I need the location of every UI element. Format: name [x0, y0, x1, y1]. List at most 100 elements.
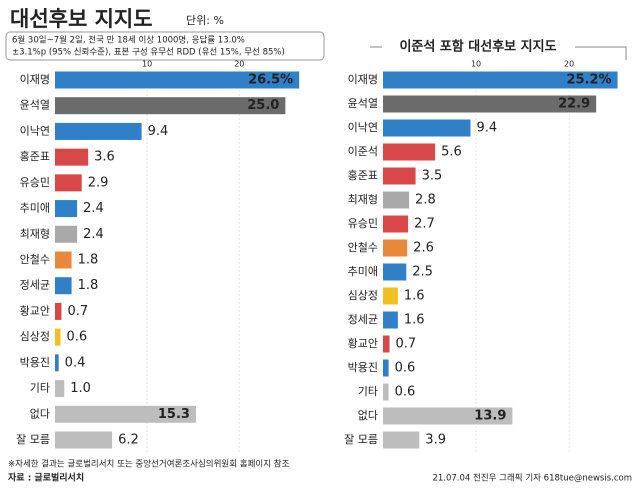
bar	[383, 359, 389, 377]
category-label: 이재명	[348, 73, 378, 86]
value-label: 2.9	[88, 175, 109, 190]
value-label: 9.4	[476, 121, 497, 136]
category-label: 안철수	[20, 253, 50, 266]
value-label: 1.6	[404, 313, 425, 328]
category-label: 없다	[358, 409, 378, 422]
x-tick-label: 10	[142, 60, 152, 69]
title-bracket	[370, 46, 627, 60]
value-label: 0.6	[67, 330, 88, 345]
category-label: 최재형	[20, 227, 50, 240]
bar	[55, 431, 113, 449]
category-label: 없다	[30, 407, 50, 420]
bar	[383, 383, 389, 401]
bar	[383, 335, 390, 353]
bar	[383, 239, 408, 257]
value-label: 1.8	[78, 253, 99, 268]
bar	[383, 263, 407, 281]
category-label: 윤석열	[20, 99, 50, 112]
bar	[55, 380, 65, 398]
category-label: 이재명	[20, 73, 50, 86]
category-label: 유승민	[348, 217, 378, 230]
bar	[55, 174, 82, 192]
category-label: 안철수	[348, 241, 378, 254]
bar	[55, 328, 61, 346]
value-label: 5.6	[441, 145, 462, 160]
category-label: 심상정	[20, 330, 50, 343]
value-label: 25.0	[247, 98, 279, 113]
category-label: 윤석열	[348, 97, 378, 110]
bar	[55, 405, 196, 423]
bar	[55, 277, 72, 295]
bar	[55, 122, 142, 140]
value-label: 0.6	[395, 361, 416, 376]
value-label: 0.7	[67, 304, 88, 319]
x-tick-label: 20	[234, 60, 244, 69]
value-label: 2.5	[412, 265, 433, 280]
category-label: 잘 모름	[344, 433, 378, 446]
category-label: 기타	[358, 385, 378, 398]
category-label: 이준석	[348, 145, 378, 158]
category-label: 기타	[30, 382, 50, 395]
value-label: 26.5%	[248, 73, 293, 88]
bar	[55, 71, 300, 89]
value-label: 22.9	[558, 97, 590, 112]
value-label: 0.4	[65, 355, 86, 370]
bar	[55, 148, 89, 166]
value-label: 1.8	[78, 278, 99, 293]
bar	[55, 251, 72, 269]
category-label: 정세균	[20, 279, 50, 292]
category-label: 황교안	[20, 304, 50, 317]
value-label: 2.6	[413, 241, 434, 256]
note-line: ±3.1%p (95% 신뢰수준), 표본 구성 유무선 RDD (유선 15%…	[12, 48, 285, 58]
value-label: 9.4	[148, 124, 169, 139]
page-title: 대선후보 지지도	[10, 7, 153, 31]
value-label: 3.6	[94, 150, 115, 165]
bar	[55, 225, 78, 243]
category-label: 홍준표	[20, 149, 50, 163]
value-label: 2.4	[83, 227, 104, 242]
note-line: 6월 30일~7월 2일, 전국 만 18세 이상 1000명, 응답률 13.…	[12, 35, 245, 46]
value-label: 0.6	[395, 385, 416, 400]
bar	[383, 119, 471, 137]
value-label: 3.5	[422, 169, 443, 184]
value-label: 25.2%	[566, 73, 611, 88]
x-tick-label: 10	[471, 60, 481, 69]
bar	[383, 407, 513, 425]
bar	[55, 302, 62, 320]
category-label: 홍준표	[348, 168, 378, 182]
value-label: 1.0	[70, 381, 91, 396]
value-label: 2.8	[415, 193, 436, 208]
footer-note: ※자세한 결과는 글로벌리서치 또는 중앙선거여론조사심의위원회 홈페이지 참조	[8, 459, 290, 470]
category-label: 박용진	[20, 356, 50, 369]
x-tick-label: 20	[564, 60, 574, 69]
category-label: 추미애	[20, 202, 50, 215]
value-label: 2.7	[414, 217, 435, 232]
bar	[383, 95, 597, 113]
chart-title: 이준석 포함 대선후보 지지도	[399, 39, 556, 55]
category-label: 심상정	[348, 289, 378, 302]
bar	[383, 143, 436, 161]
category-label: 추미애	[348, 265, 378, 278]
unit: 단위: %	[186, 14, 224, 27]
value-label: 13.9	[474, 409, 506, 424]
bar	[383, 167, 416, 185]
bar	[383, 431, 420, 449]
category-label: 박용진	[348, 361, 378, 374]
note-box	[5, 31, 325, 61]
value-label: 15.3	[158, 407, 190, 422]
footer-credit: 21.07.04 전진우 그래픽 기자 618tue@newsis.com	[432, 473, 632, 484]
value-label: 1.6	[404, 289, 425, 304]
category-label: 잘 모름	[16, 433, 50, 446]
category-label: 최재형	[348, 193, 378, 206]
bar	[383, 191, 410, 209]
bar	[383, 287, 398, 305]
value-label: 0.7	[396, 337, 417, 352]
category-label: 이낙연	[20, 124, 50, 137]
footer-source: 자료 : 글로벌리서치	[8, 472, 84, 484]
value-label: 2.4	[83, 201, 104, 216]
bar	[55, 354, 59, 372]
value-label: 3.9	[425, 433, 446, 448]
bar	[55, 200, 78, 218]
bar	[383, 311, 398, 329]
